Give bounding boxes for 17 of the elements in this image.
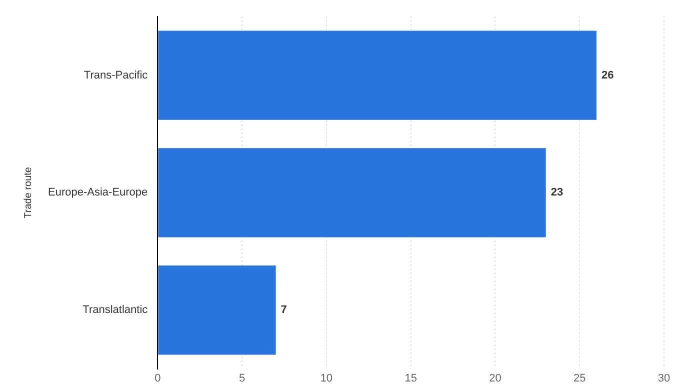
x-tick-label: 0 [154,372,161,384]
data-label: 7 [280,304,287,316]
y-axis-title: Trade route [22,166,34,218]
y-tick-label: Europe-Asia-Europe [48,186,148,199]
bar [158,30,596,120]
bar [158,148,546,238]
y-tick-label: Translatlantic [82,304,148,316]
x-tick-label: 20 [489,372,502,384]
x-tick-label: 10 [320,372,333,384]
x-tick-label: 30 [658,372,670,384]
y-tick-label: Trans-Pacific [84,69,148,82]
data-label: 26 [601,69,614,82]
x-tick-label: 15 [404,372,417,384]
x-tick-label: 25 [573,372,586,384]
x-tick-label: 5 [238,372,246,384]
bar [158,265,276,355]
data-label: 23 [550,186,564,199]
